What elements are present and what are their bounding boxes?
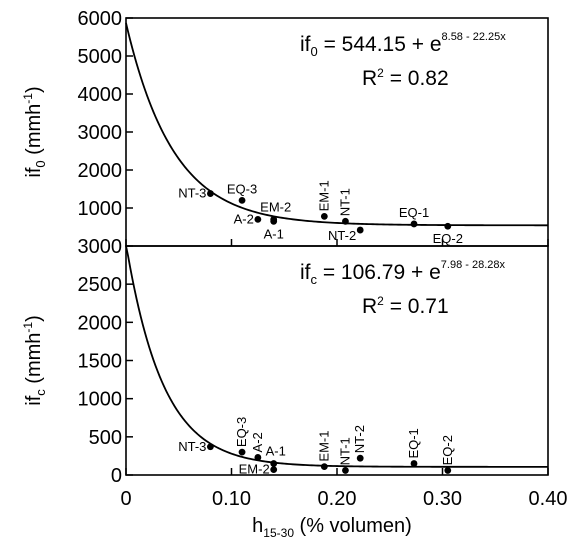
fit-equation-exponent: 7.98 - 28.28x — [441, 259, 506, 271]
y-axis-label-main: if — [23, 395, 45, 405]
y-axis-label-unit: (mmh — [23, 333, 45, 390]
fit-equation-body: = 106.79 + e — [317, 261, 441, 284]
y-axis-label-sub: 0 — [33, 160, 48, 167]
data-point-label: EM-2 — [260, 199, 291, 214]
data-point-label: NT-2 — [328, 228, 356, 243]
data-point-eq-3 — [238, 197, 246, 204]
data-point-eq-1 — [410, 460, 418, 467]
data-point-label: NT-2 — [352, 425, 367, 453]
data-point-label: EM-2 — [239, 462, 270, 477]
fit-equation-sub: 0 — [311, 44, 318, 59]
data-point-em-1 — [320, 463, 328, 471]
fit-r2-body: = 0.71 — [384, 295, 449, 318]
data-point-nt-2 — [356, 226, 364, 234]
fit-r2: R2 = 0.71 — [362, 294, 449, 318]
data-point-nt-3 — [207, 190, 214, 197]
data-point-a-2 — [254, 216, 262, 223]
y-axis-label-unit-sup: -1 — [21, 322, 35, 333]
y-axis-label-unit-close: ) — [23, 315, 45, 322]
x-axis-label-rest: (% volumen) — [294, 515, 412, 537]
y-tick-label: 3000 — [78, 236, 123, 258]
y-axis-label-sub: c — [33, 389, 48, 396]
data-point-a-1 — [270, 217, 278, 225]
x-tick-label: 0.10 — [212, 488, 251, 510]
data-point-label: EQ-3 — [227, 181, 257, 196]
data-point-label: A-2 — [250, 432, 265, 452]
fit-equation-prefix: if — [300, 261, 311, 284]
x-axis-label: h15-30 (% volumen) — [252, 515, 412, 540]
data-point-label: EQ-2 — [440, 435, 455, 465]
x-tick-label: 0.30 — [423, 488, 462, 510]
data-point-label: EQ-1 — [399, 205, 429, 220]
data-point-eq-2 — [444, 467, 452, 474]
data-point-label: NT-1 — [337, 437, 352, 465]
data-point-eq-1 — [410, 220, 418, 228]
data-point-em-1 — [320, 212, 328, 220]
fit-r2: R2 = 0.82 — [362, 66, 449, 90]
x-tick-label: 0 — [120, 488, 131, 510]
data-point-label: EQ-1 — [406, 428, 421, 458]
y-tick-label: 1500 — [78, 351, 123, 373]
data-point-nt-1 — [342, 217, 349, 225]
data-point-label: A-1 — [264, 226, 284, 241]
y-tick-label: 5000 — [78, 46, 123, 68]
fit-equation-prefix: if — [300, 33, 311, 56]
data-point-label: EM-1 — [316, 180, 331, 211]
data-point-label: A-1 — [266, 444, 286, 459]
y-tick-label: 1000 — [78, 389, 123, 411]
data-point-eq-2 — [444, 222, 452, 230]
x-tick-label: 0.40 — [529, 488, 568, 510]
y-axis-label-unit-close: ) — [23, 86, 45, 93]
fit-r2-prefix: R — [362, 67, 377, 90]
y-axis-label-unit: (mmh — [23, 104, 45, 161]
y-axis-label: ifc (mmh-1) — [21, 315, 48, 406]
fit-r2-sup: 2 — [377, 66, 384, 80]
fit-curve — [125, 245, 548, 468]
panel-final: 0 500 1000 1500 2000 2500 3000 0 0.10 0.20 0.30 0.4… — [21, 236, 567, 510]
fit-r2-sup: 2 — [377, 294, 384, 308]
y-tick-label: 500 — [89, 427, 122, 449]
y-tick-label: 4000 — [78, 84, 123, 106]
y-tick-label: 2500 — [78, 274, 123, 296]
data-point-label: EM-1 — [316, 431, 331, 462]
fit-equation-exponent: 8.58 - 22.25x — [442, 31, 507, 43]
data-point-nt-3 — [207, 443, 214, 451]
y-tick-label: 2000 — [78, 160, 123, 182]
data-point-nt-1 — [342, 467, 349, 474]
y-tick-label: 6000 — [78, 8, 123, 30]
data-point-em-2 — [270, 466, 278, 474]
fit-r2-body: = 0.82 — [384, 67, 449, 90]
y-tick-label: 0 — [111, 465, 122, 487]
y-axis-label-unit-sup: -1 — [21, 93, 35, 104]
fit-equation-body: = 544.15 + e — [318, 33, 442, 56]
data-point-a-2 — [254, 454, 262, 461]
fit-r2-prefix: R — [362, 295, 377, 318]
data-point-a-1 — [270, 460, 278, 467]
fit-equation-sub: c — [311, 272, 318, 287]
data-point-label: EQ-2 — [433, 231, 463, 246]
y-axis-label-main: if — [23, 167, 45, 177]
data-point-eq-3 — [238, 448, 246, 456]
data-point-label: NT-3 — [178, 439, 206, 454]
data-point-label: A-2 — [234, 211, 254, 226]
x-axis-label-sub: 15-30 — [263, 526, 294, 540]
fit-equation: if0 = 544.15 + e8.58 - 22.25x — [300, 31, 506, 59]
y-tick-label: 1000 — [78, 198, 123, 220]
fit-equation: ifc = 106.79 + e7.98 - 28.28x — [300, 259, 505, 287]
y-axis-label: if0 (mmh-1) — [21, 86, 48, 177]
data-point-label: NT-3 — [178, 186, 206, 201]
y-tick-label: 2000 — [78, 312, 123, 334]
data-point-label: NT-1 — [337, 188, 352, 216]
x-tick-label: 0.20 — [318, 488, 357, 510]
x-axis-label-main: h — [252, 515, 263, 537]
data-point-label: EQ-3 — [234, 417, 249, 447]
y-tick-label: 3000 — [78, 122, 123, 144]
data-point-nt-2 — [356, 454, 364, 462]
fit-curve — [125, 22, 548, 227]
